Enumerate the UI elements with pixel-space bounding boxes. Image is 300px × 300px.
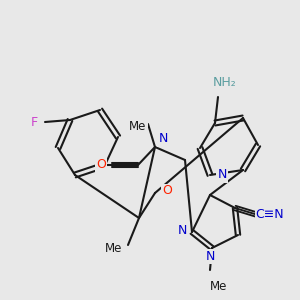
Text: Me: Me <box>105 242 123 256</box>
Text: O: O <box>96 158 106 172</box>
Text: N: N <box>217 169 227 182</box>
Text: F: F <box>30 116 38 128</box>
Text: Me: Me <box>129 119 147 133</box>
Text: Me: Me <box>210 280 228 293</box>
Text: N: N <box>177 224 187 236</box>
Text: O: O <box>162 184 172 197</box>
Text: N: N <box>205 250 215 262</box>
Text: NH₂: NH₂ <box>213 76 237 88</box>
Text: N: N <box>158 133 168 146</box>
Text: C≡N: C≡N <box>256 208 284 221</box>
